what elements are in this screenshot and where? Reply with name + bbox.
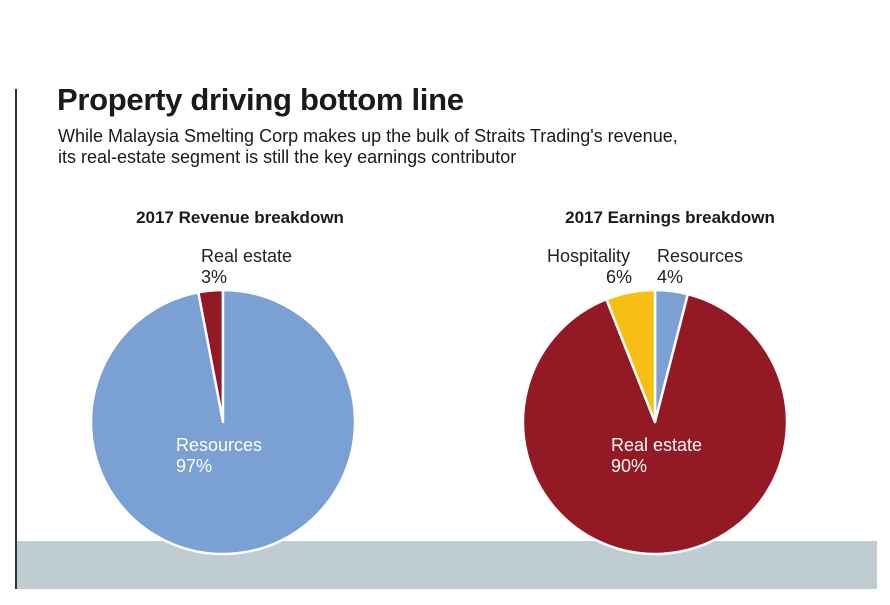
subtitle-line-1: While Malaysia Smelting Corp makes up th… xyxy=(58,126,678,146)
revenue-slice-label-resources: Resources xyxy=(176,435,262,455)
revenue-pie-chart: 2017 Revenue breakdown Real estate 3% Re… xyxy=(89,208,357,556)
pie-slice-hospitality xyxy=(605,288,657,424)
revenue-slice-value-resources: 97% xyxy=(176,456,212,476)
revenue-chart-title: 2017 Revenue breakdown xyxy=(136,208,344,227)
left-accent-rule xyxy=(15,89,17,589)
earnings-chart-title: 2017 Earnings breakdown xyxy=(565,208,775,227)
earnings-slice-label-real-estate: Real estate xyxy=(611,435,702,455)
page-subtitle: While Malaysia Smelting Corp makes up th… xyxy=(58,126,678,168)
earnings-pie-slices xyxy=(521,288,789,556)
subtitle-line-2: its real-estate segment is still the key… xyxy=(58,147,517,167)
revenue-pie-slices xyxy=(89,288,357,556)
earnings-pie-chart: 2017 Earnings breakdown Resources 4% Rea… xyxy=(521,208,789,556)
pie-slice-real-estate xyxy=(521,292,789,556)
earnings-slice-label-hospitality: Hospitality xyxy=(547,246,630,266)
earnings-slice-value-resources: 4% xyxy=(657,267,683,287)
pie-slice-resources xyxy=(89,288,357,556)
revenue-slice-value-real-estate: 3% xyxy=(201,267,227,287)
earnings-slice-label-resources: Resources xyxy=(657,246,743,266)
revenue-slice-label-real-estate: Real estate xyxy=(201,246,292,266)
page-title: Property driving bottom line xyxy=(57,82,464,117)
earnings-slice-value-hospitality: 6% xyxy=(606,267,632,287)
earnings-slice-value-real-estate: 90% xyxy=(611,456,647,476)
footer-band xyxy=(17,541,877,589)
